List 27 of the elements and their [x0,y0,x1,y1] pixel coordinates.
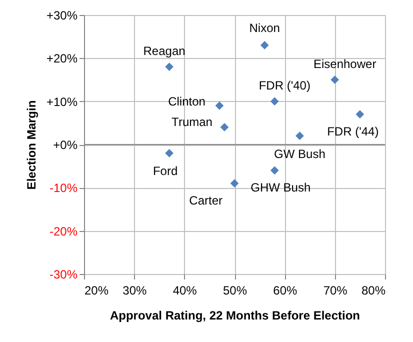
y-tick-label: +0% [53,138,78,152]
annotation: GW Bush [274,146,326,161]
x-tick-label: 30% [122,284,147,298]
annotation: Clinton [168,94,206,109]
x-axis-title: Approval Rating, 22 Months Before Election [110,308,360,322]
y-tick-label: -30% [49,268,78,282]
annotation: Truman [172,115,212,130]
annotation: Nixon [249,21,280,36]
x-tick-label: 80% [361,284,386,298]
y-tick-label: +10% [46,94,78,109]
x-tick-label: 20% [84,284,109,298]
y-tick-label: -20% [49,224,78,238]
annotation: Reagan [143,44,186,58]
annotation: FDR ('40) [258,78,310,92]
y-tick-label: +20% [46,52,78,66]
annotation: Ford [152,164,178,178]
annotation: FDR ('44) [327,124,379,138]
annotation: Eisenhower [313,56,376,71]
x-tick-label: 50% [222,284,248,298]
annotation: GHW Bush [250,180,311,194]
annotation: Carter [189,193,222,208]
x-tick-label: 40% [172,284,198,298]
y-axis-title: Election Margin [24,100,38,190]
x-tick-label: 70% [323,284,348,298]
x-tick-label: 60% [273,284,298,298]
y-tick-label: +30% [46,8,78,22]
y-tick-label: -10% [49,181,78,196]
